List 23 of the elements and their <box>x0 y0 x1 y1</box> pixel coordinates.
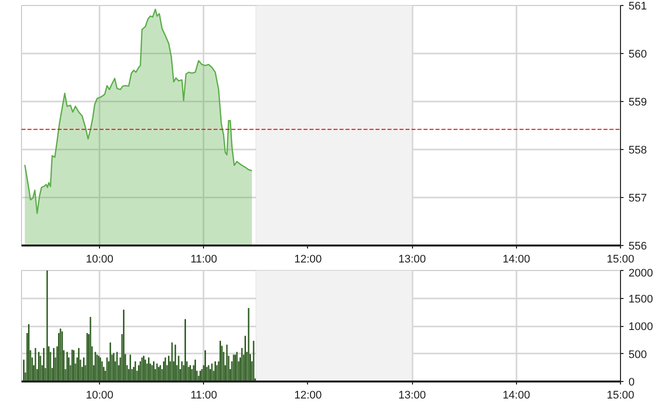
y-tick-label: 500 <box>628 348 647 361</box>
x-tick-label: 13:00 <box>398 254 426 266</box>
x-tick-label: 14:00 <box>502 254 530 266</box>
y-tick-label: 1000 <box>628 321 653 333</box>
x-tick-label: 15:00 <box>606 254 634 266</box>
x-tick-label: 11:00 <box>190 390 218 402</box>
x-tick-label: 10:00 <box>86 390 114 402</box>
y-tick-label: 560 <box>628 48 647 60</box>
y-tick-label: 561 <box>628 0 647 12</box>
x-tick-label: 10:00 <box>86 254 114 266</box>
x-tick-label: 11:00 <box>190 254 218 266</box>
x-tick-label: 13:00 <box>398 390 426 402</box>
y-tick-label: 556 <box>628 240 647 252</box>
y-tick-label: 1500 <box>628 293 653 306</box>
x-tick-label: 15:00 <box>606 390 634 402</box>
y-tick-label: 557 <box>628 192 647 204</box>
x-tick-label: 12:00 <box>294 254 322 266</box>
x-tick-label: 12:00 <box>294 390 322 402</box>
y-tick-label: 0 <box>628 376 635 388</box>
y-tick-label: 2000 <box>628 268 653 280</box>
y-tick-label: 559 <box>628 96 647 108</box>
y-tick-label: 558 <box>628 144 647 156</box>
x-tick-label: 14:00 <box>502 390 530 402</box>
